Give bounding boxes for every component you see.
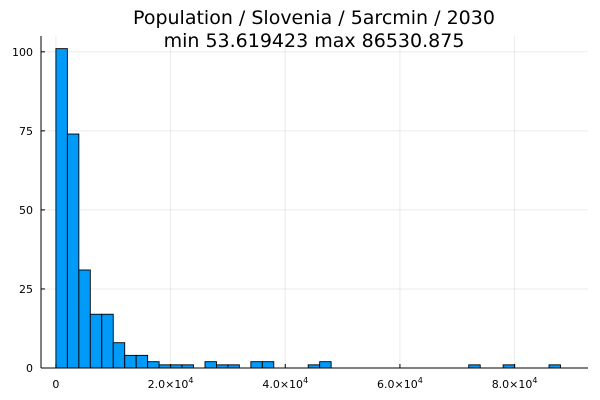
axes <box>40 36 588 369</box>
x-tick-label: 0 <box>52 378 59 391</box>
y-tick-label: 75 <box>19 125 33 138</box>
histogram-bar <box>135 354 149 369</box>
histogram-bar <box>101 313 114 369</box>
histogram-bar <box>147 361 160 369</box>
histogram-bar <box>319 361 332 369</box>
y-tick-label: 100 <box>12 46 33 59</box>
histogram-bars <box>55 48 561 369</box>
histogram-bar <box>78 269 91 369</box>
x-tick-label: 6.0×104 <box>377 376 423 391</box>
x-tick-label: 2.0×104 <box>148 376 194 391</box>
x-tick-label: 4.0×104 <box>262 376 308 391</box>
histogram-bar <box>112 342 126 369</box>
x-tick-label: 8.0×104 <box>492 376 538 391</box>
chart-title: Population / Slovenia / 5arcmin / 2030 <box>133 7 495 29</box>
y-tick-label: 0 <box>26 362 33 375</box>
histogram-bar <box>55 48 68 369</box>
y-tick-label: 25 <box>19 283 33 296</box>
histogram-bar <box>261 361 275 369</box>
y-tick-label: 50 <box>19 204 33 217</box>
x-tick-labels: 0 2.0×104 4.0×104 6.0×104 8.0×104 <box>52 376 537 391</box>
histogram-bar <box>250 361 263 369</box>
grid-lines <box>41 36 588 369</box>
histogram-bar <box>124 354 137 369</box>
y-tick-labels: 0 25 50 75 100 <box>12 46 33 375</box>
histogram-bar <box>89 313 103 369</box>
histogram-bar <box>66 133 80 369</box>
chart-subtitle: min 53.619423 max 86530.875 <box>164 30 465 52</box>
histogram-bar <box>204 361 217 369</box>
